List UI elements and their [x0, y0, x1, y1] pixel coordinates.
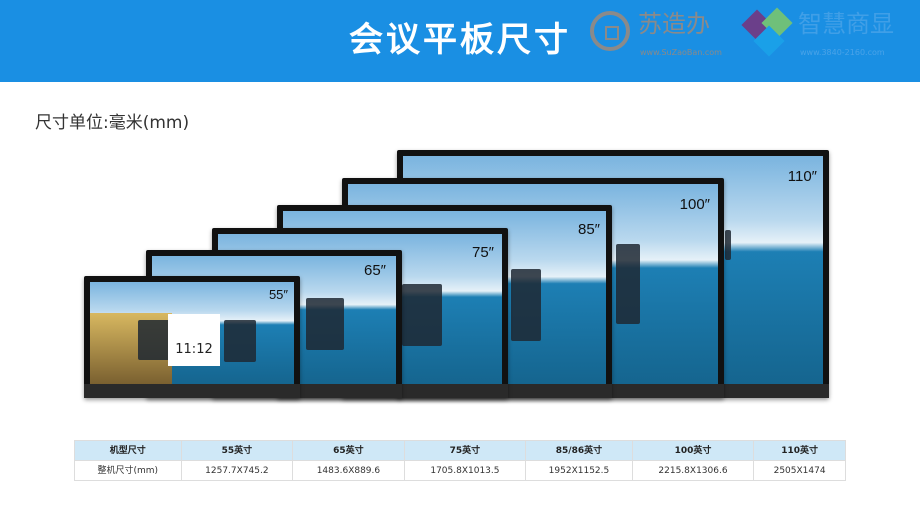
table-header: 100英寸	[631, 440, 755, 461]
size-label: 100″	[679, 196, 710, 213]
clock-widget: 11:12	[168, 314, 220, 366]
table-cell: 1952X1152.5	[525, 460, 633, 481]
logo-name: 苏造办	[638, 10, 710, 38]
table-header: 55英寸	[180, 440, 294, 461]
logo-url: www.3840-2160.com	[800, 48, 885, 57]
size-label: 75″	[472, 244, 494, 261]
table-cell: 2215.8X1306.6	[631, 460, 755, 481]
table-header: 65英寸	[292, 440, 405, 461]
table-cell: 整机尺寸(mm)	[74, 460, 182, 481]
size-label: 65″	[364, 262, 386, 279]
table-cell: 1483.6X889.6	[292, 460, 405, 481]
page-title: 会议平板尺寸	[349, 20, 571, 60]
size-table: 机型尺寸 55英寸 65英寸 75英寸 85/86英寸 100英寸 110英寸 …	[74, 440, 846, 481]
table-cell: 2505X1474	[753, 460, 846, 481]
table-header: 75英寸	[403, 440, 527, 461]
table-cell: 1257.7X745.2	[180, 460, 294, 481]
size-label: 55″	[268, 287, 288, 302]
table-header: 85/86英寸	[525, 440, 633, 461]
table-cell: 1705.8X1013.5	[403, 460, 527, 481]
coin-icon	[590, 11, 630, 51]
table-header-row: 机型尺寸 55英寸 65英寸 75英寸 85/86英寸 100英寸 110英寸	[74, 440, 846, 461]
suzaoban-logo: 苏造办 www.SuZaoBan.com	[590, 8, 740, 68]
header-banner: 会议平板尺寸 苏造办 www.SuZaoBan.com 智慧商显 www.384…	[0, 0, 920, 82]
logo-name: 智慧商显	[798, 10, 894, 38]
table-row: 整机尺寸(mm) 1257.7X745.2 1483.6X889.6 1705.…	[74, 460, 846, 481]
screen-55: 11:12 55″	[84, 276, 300, 398]
size-label: 110″	[787, 168, 817, 185]
logo-url: www.SuZaoBan.com	[640, 48, 722, 57]
zhihuishangxian-logo: 智慧商显 www.3840-2160.com	[741, 7, 917, 68]
table-header: 110英寸	[753, 440, 846, 461]
size-label: 85″	[578, 221, 600, 238]
unit-label: 尺寸单位:毫米(mm)	[35, 113, 190, 133]
table-header: 机型尺寸	[74, 440, 182, 461]
